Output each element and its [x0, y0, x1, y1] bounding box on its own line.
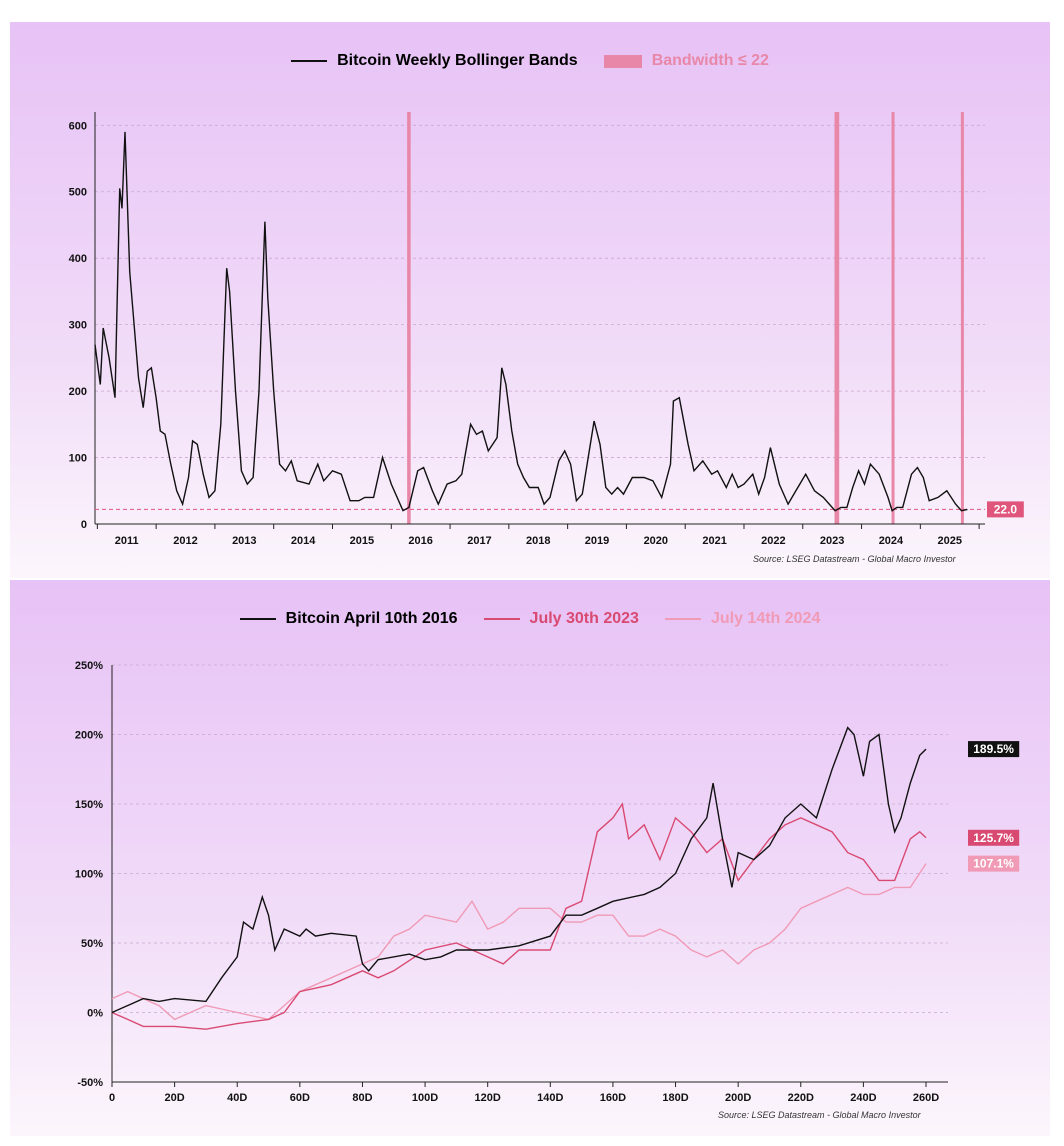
- x-tick-label: 2016: [408, 535, 432, 547]
- x-tick-label: 2013: [232, 535, 256, 547]
- x-tick-label: 2020: [644, 535, 668, 547]
- bandwidth-band: [960, 112, 964, 524]
- x-tick-label: 0: [109, 1092, 115, 1104]
- threshold-label-bg: [987, 501, 1024, 518]
- source-note: Source: LSEG Datastream - Global Macro I…: [718, 1110, 921, 1120]
- x-tick-label: 2022: [761, 535, 785, 547]
- x-tick-label: 20D: [165, 1092, 185, 1104]
- end-value-label-2: 107.1%: [973, 857, 1014, 871]
- legend-line-icon: [483, 618, 520, 620]
- legend-swatch-icon: [603, 54, 642, 68]
- end-value-label-1: 125.7%: [973, 831, 1014, 845]
- x-tick-label: 120D: [475, 1092, 501, 1104]
- bandwidth-band: [891, 112, 895, 524]
- y-tick-label: 600: [69, 120, 87, 132]
- x-tick-label: 40D: [227, 1092, 247, 1104]
- x-tick-label: 2021: [702, 535, 726, 547]
- x-tick-label: 2023: [820, 535, 844, 547]
- y-tick-label: 200%: [75, 730, 103, 742]
- x-tick-label: 160D: [600, 1092, 626, 1104]
- x-tick-label: 2011: [115, 535, 139, 547]
- legend-label: Bitcoin Weekly Bollinger Bands: [337, 52, 578, 69]
- x-tick-label: 2012: [173, 535, 197, 547]
- legend: Bitcoin April 10th 2016 July 30th 2023 J…: [10, 610, 1050, 628]
- legend-label: Bitcoin April 10th 2016: [285, 610, 458, 627]
- legend-line-icon: [664, 618, 701, 620]
- x-tick-label: 200D: [725, 1092, 751, 1104]
- x-tick-label: 2024: [879, 535, 904, 547]
- series-line-2: [111, 863, 927, 1021]
- bandwidth-band: [834, 112, 840, 524]
- x-tick-label: 240D: [850, 1092, 876, 1104]
- x-tick-label: 260D: [913, 1092, 939, 1104]
- end-value-label-2-bg: [968, 855, 1020, 872]
- x-tick-label: 2019: [585, 535, 609, 547]
- legend: Bitcoin Weekly Bollinger Bands Bandwidth…: [10, 52, 1050, 70]
- end-value-label-0-bg: [968, 741, 1020, 758]
- chart-2-plot: -50% 0% 50% 100% 150% 200% 250% 0 20D 40D 60D 80D 10…: [75, 660, 1020, 1104]
- y-tick-label: -50%: [77, 1077, 103, 1089]
- end-value-label-0: 189.5%: [973, 742, 1014, 756]
- y-tick-label: 0: [81, 519, 87, 531]
- legend-line-icon: [291, 60, 328, 62]
- x-tick-label: 180D: [662, 1092, 688, 1104]
- y-tick-label: 200: [69, 386, 87, 398]
- x-tick-label: 60D: [290, 1092, 310, 1104]
- x-tick-label: 2025: [937, 535, 961, 547]
- legend-item-bandwidth: Bandwidth ≤ 22: [603, 52, 769, 70]
- y-tick-label: 400: [69, 253, 87, 265]
- bollinger-chart-panel: Bitcoin Weekly Bollinger Bands Bandwidth…: [10, 22, 1050, 578]
- performance-chart-panel: Bitcoin April 10th 2016 July 30th 2023 J…: [10, 580, 1050, 1136]
- x-tick-label: 2018: [526, 535, 550, 547]
- source-note: Source: LSEG Datastream - Global Macro I…: [753, 554, 956, 564]
- y-tick-label: 100: [69, 453, 87, 465]
- y-tick-label: 500: [69, 187, 87, 199]
- x-tick-label: 2015: [350, 535, 374, 547]
- y-tick-label: 150%: [75, 799, 103, 811]
- y-tick-label: 300: [69, 320, 87, 332]
- x-tick-label: 80D: [352, 1092, 372, 1104]
- y-tick-label: 250%: [75, 660, 103, 672]
- y-tick-label: 100%: [75, 869, 103, 881]
- legend-item-bitcoin: Bitcoin Weekly Bollinger Bands: [291, 52, 578, 70]
- legend-label: July 14th 2024: [710, 610, 821, 627]
- y-tick-label: 0%: [87, 1008, 103, 1020]
- legend-item-2024: July 14th 2024: [664, 610, 821, 628]
- y-tick-label: 50%: [81, 938, 103, 950]
- x-tick-label: 140D: [537, 1092, 563, 1104]
- end-value-label-1-bg: [968, 829, 1020, 846]
- bandwidth-band: [407, 112, 411, 524]
- bitcoin-bollinger-line: [94, 131, 968, 512]
- x-tick-label: 2014: [291, 535, 316, 547]
- legend-item-2016: Bitcoin April 10th 2016: [239, 610, 458, 628]
- legend-label: July 30th 2023: [529, 610, 639, 627]
- legend-line-icon: [239, 618, 276, 620]
- x-tick-label: 2017: [467, 535, 491, 547]
- threshold-label: 22.0: [994, 502, 1018, 516]
- chart-1-plot: 0 100 200 300 400 500 600 2011 2012 2013 2014 2015 2…: [69, 112, 1024, 547]
- series-line-1: [111, 802, 927, 1030]
- legend-label: Bandwidth ≤ 22: [651, 52, 769, 69]
- x-tick-label: 220D: [788, 1092, 814, 1104]
- legend-item-2023: July 30th 2023: [483, 610, 639, 628]
- x-tick-label: 100D: [412, 1092, 438, 1104]
- series-line-0: [111, 726, 927, 1014]
